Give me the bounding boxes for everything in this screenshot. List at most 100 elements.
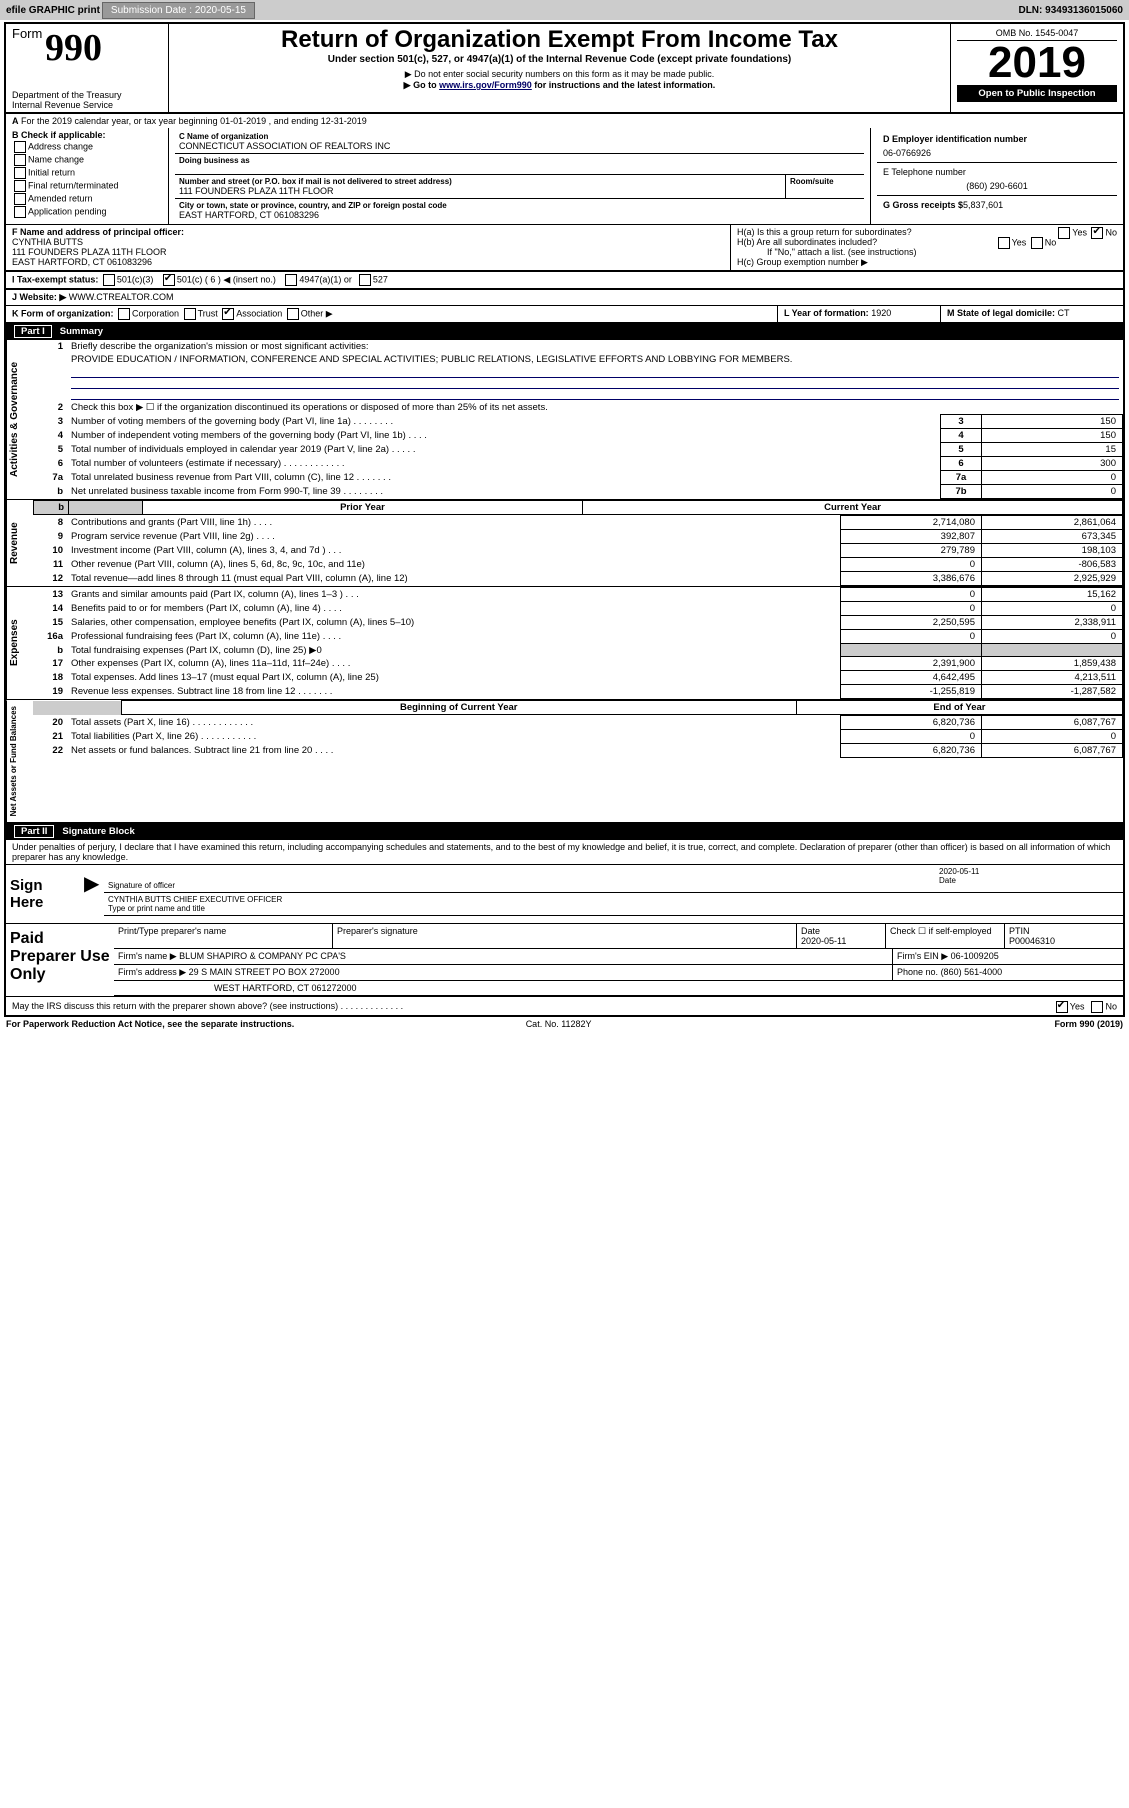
i-4947[interactable]	[285, 274, 297, 286]
org-city: EAST HARTFORD, CT 061083296	[179, 210, 860, 220]
expense-row: 19Revenue less expenses. Subtract line 1…	[33, 685, 1123, 699]
expenses-vlabel: Expenses	[6, 587, 33, 699]
form990-link[interactable]: www.irs.gov/Form990	[439, 80, 532, 90]
revenue-row: 9Program service revenue (Part VIII, lin…	[33, 530, 1123, 544]
k-trust[interactable]	[184, 308, 196, 320]
header-row: Form 990 Department of the Treasury Inte…	[6, 24, 1123, 113]
form-footer-label: Form 990 (2019)	[1054, 1019, 1123, 1029]
discuss-no[interactable]	[1091, 1001, 1103, 1013]
i-527[interactable]	[359, 274, 371, 286]
dept-label: Department of the Treasury Internal Reve…	[12, 90, 162, 110]
ha-yes[interactable]	[1058, 227, 1070, 239]
firm-ein: 06-1009205	[951, 951, 999, 961]
under-section: Under section 501(c), 527, or 4947(a)(1)…	[175, 54, 944, 65]
revenue-row: 8Contributions and grants (Part VIII, li…	[33, 516, 1123, 530]
mission-text: PROVIDE EDUCATION / INFORMATION, CONFERE…	[67, 353, 1123, 366]
phone-value: (860) 290-6601	[883, 181, 1111, 191]
revenue-section: Revenue b Prior Year Current Year 8Contr…	[6, 500, 1123, 587]
k-corp[interactable]	[118, 308, 130, 320]
form-number: 990	[45, 27, 102, 69]
check-final-return[interactable]: Final return/terminated	[12, 180, 162, 192]
note-ssn: Do not enter social security numbers on …	[175, 69, 944, 80]
check-initial-return[interactable]: Initial return	[12, 167, 162, 179]
expense-row: 15Salaries, other compensation, employee…	[33, 616, 1123, 630]
net-row: 20Total assets (Part X, line 16) . . . .…	[33, 716, 1123, 730]
check-pending[interactable]: Application pending	[12, 206, 162, 218]
check-amended[interactable]: Amended return	[12, 193, 162, 205]
revenue-row: 11Other revenue (Part VIII, column (A), …	[33, 558, 1123, 572]
expenses-section: Expenses 13Grants and similar amounts pa…	[6, 587, 1123, 700]
k-other[interactable]	[287, 308, 299, 320]
gross-receipts: 5,837,601	[963, 200, 1003, 210]
line-a: A For the 2019 calendar year, or tax yea…	[6, 113, 1123, 128]
section-c: C Name of organization CONNECTICUT ASSOC…	[169, 128, 871, 224]
top-toolbar: efile GRAPHIC print Submission Date : 20…	[0, 0, 1129, 20]
hb-no[interactable]	[1031, 237, 1043, 249]
tax-year: 2019	[957, 41, 1117, 85]
i-501c[interactable]	[163, 274, 175, 286]
revenue-row: 12Total revenue—add lines 8 through 11 (…	[33, 572, 1123, 586]
form-word: Form	[12, 26, 42, 41]
efile-label: efile GRAPHIC print	[6, 5, 100, 16]
net-row: 22Net assets or fund balances. Subtract …	[33, 744, 1123, 758]
sign-arrow-icon: ▶	[84, 865, 104, 923]
org-name: CONNECTICUT ASSOCIATION OF REALTORS INC	[179, 141, 860, 151]
website-value: WWW.CTREALTOR.COM	[69, 292, 174, 302]
expense-row: 17Other expenses (Part IX, column (A), l…	[33, 657, 1123, 671]
activities-row: 5Total number of individuals employed in…	[33, 443, 1123, 457]
form-title: Return of Organization Exempt From Incom…	[175, 26, 944, 54]
klm-row: K Form of organization: Corporation Trus…	[6, 306, 1123, 323]
page-footer: For Paperwork Reduction Act Notice, see …	[0, 1017, 1129, 1031]
activities-row: bNet unrelated business taxable income f…	[33, 485, 1123, 499]
part2-header: Part II Signature Block	[6, 823, 1123, 840]
officer-name: CYNTHIA BUTTS	[12, 237, 83, 247]
form-frame: Form 990 Department of the Treasury Inte…	[4, 22, 1125, 1017]
paid-label: Paid Preparer Use Only	[6, 924, 114, 996]
note-goto: ▶ Go to www.irs.gov/Form990 for instruct…	[175, 80, 944, 91]
sign-here-label: Sign Here	[6, 865, 84, 923]
firm-phone: (860) 561-4000	[941, 967, 1003, 977]
state-domicile: CT	[1058, 308, 1070, 318]
k-assoc[interactable]	[222, 308, 234, 320]
open-inspection: Open to Public Inspection	[957, 85, 1117, 102]
expense-row: 18Total expenses. Add lines 13–17 (must …	[33, 671, 1123, 685]
perjury-statement: Under penalties of perjury, I declare th…	[6, 840, 1123, 865]
ein-value: 06-0766926	[883, 148, 1111, 158]
officer-sig-name: CYNTHIA BUTTS CHIEF EXECUTIVE OFFICER	[108, 895, 1119, 904]
paid-preparer-block: Paid Preparer Use Only Print/Type prepar…	[6, 923, 1123, 996]
activities-row: 3Number of voting members of the governi…	[33, 415, 1123, 429]
firm-name: BLUM SHAPIRO & COMPANY PC CPA'S	[179, 951, 346, 961]
activities-row: 4Number of independent voting members of…	[33, 429, 1123, 443]
net-row: 21Total liabilities (Part X, line 26) . …	[33, 730, 1123, 744]
expense-row: 13Grants and similar amounts paid (Part …	[33, 588, 1123, 602]
activities-row: 7aTotal unrelated business revenue from …	[33, 471, 1123, 485]
part1-header: Part I Summary	[6, 323, 1123, 340]
revenue-vlabel: Revenue	[6, 500, 33, 586]
activities-vlabel: Activities & Governance	[6, 340, 33, 499]
check-address-change[interactable]: Address change	[12, 141, 162, 153]
ha-no[interactable]	[1091, 227, 1103, 239]
expense-row: bTotal fundraising expenses (Part IX, co…	[33, 644, 1123, 657]
bc-row: B Check if applicable: Address change Na…	[6, 128, 1123, 225]
line-j: J Website: ▶ WWW.CTREALTOR.COM	[6, 289, 1123, 306]
line-i: I Tax-exempt status: 501(c)(3) 501(c) ( …	[6, 271, 1123, 289]
expense-row: 16aProfessional fundraising fees (Part I…	[33, 630, 1123, 644]
check-name-change[interactable]: Name change	[12, 154, 162, 166]
i-501c3[interactable]	[103, 274, 115, 286]
sign-block: Sign Here ▶ Signature of officer 2020-05…	[6, 865, 1123, 923]
hb-yes[interactable]	[998, 237, 1010, 249]
activities-row: 6Total number of volunteers (estimate if…	[33, 457, 1123, 471]
org-address: 111 FOUNDERS PLAZA 11TH FLOOR	[179, 186, 781, 196]
revenue-row: 10Investment income (Part VIII, column (…	[33, 544, 1123, 558]
discuss-line: May the IRS discuss this return with the…	[6, 996, 1123, 1015]
ptin: P00046310	[1009, 936, 1119, 946]
fh-row: F Name and address of principal officer:…	[6, 225, 1123, 271]
activities-section: Activities & Governance 1Briefly describ…	[6, 340, 1123, 500]
discuss-yes[interactable]	[1056, 1001, 1068, 1013]
year-formation: 1920	[871, 308, 891, 318]
submission-date-button[interactable]: Submission Date : 2020-05-15	[102, 2, 255, 19]
net-vlabel: Net Assets or Fund Balances	[6, 700, 33, 822]
net-assets-section: Net Assets or Fund Balances Beginning of…	[6, 700, 1123, 823]
expense-row: 14Benefits paid to or for members (Part …	[33, 602, 1123, 616]
section-b: B Check if applicable: Address change Na…	[6, 128, 169, 224]
